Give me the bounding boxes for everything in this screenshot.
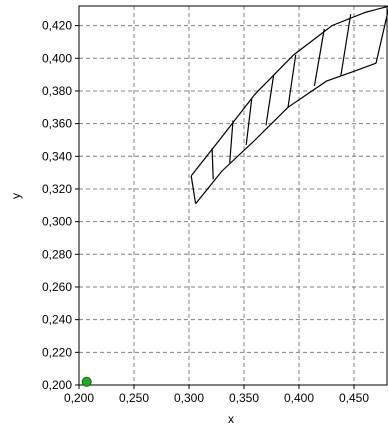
y-tick-label: 0,320 (42, 182, 72, 196)
series-line (211, 148, 214, 180)
data-point (81, 376, 92, 387)
x-axis-title: x (228, 412, 234, 424)
series-line (229, 120, 234, 163)
series-line (190, 5, 388, 177)
x-tick-label: 0,450 (339, 391, 369, 405)
y-tick-label: 0,340 (42, 149, 72, 163)
y-tick-label: 0,420 (42, 19, 72, 33)
series-line (245, 99, 253, 145)
series-line (265, 74, 275, 126)
x-tick-label: 0,300 (174, 391, 204, 405)
y-tick-label: 0,200 (42, 378, 72, 392)
plot-frame (78, 5, 388, 386)
series-layer (190, 5, 388, 205)
y-tick-label: 0,400 (42, 51, 72, 65)
y-tick-label: 0,360 (42, 117, 72, 131)
y-tick-label: 0,280 (42, 247, 72, 261)
y-axis-title: y (9, 193, 23, 199)
y-tick-label: 0,260 (42, 280, 72, 294)
series-line (190, 175, 197, 204)
axis-layer: 0,200 0,250 0,300 0,350 0,400 0,450 0,200 0,220… (42, 5, 388, 405)
y-tick-label: 0,380 (42, 84, 72, 98)
series-line (375, 8, 388, 64)
x-tick-label: 0,250 (119, 391, 149, 405)
y-tick-label: 0,300 (42, 215, 72, 229)
x-tick-label: 0,200 (64, 391, 94, 405)
series-line (287, 54, 297, 108)
x-tick-label: 0,350 (229, 391, 259, 405)
series-line (195, 62, 377, 205)
grid-layer (79, 6, 387, 385)
x-tick-label: 0,400 (284, 391, 314, 405)
series-line (340, 14, 352, 77)
points-layer (81, 376, 92, 387)
y-tick-label: 0,240 (42, 313, 72, 327)
series-line (313, 28, 325, 87)
y-tick-label: 0,220 (42, 345, 72, 359)
